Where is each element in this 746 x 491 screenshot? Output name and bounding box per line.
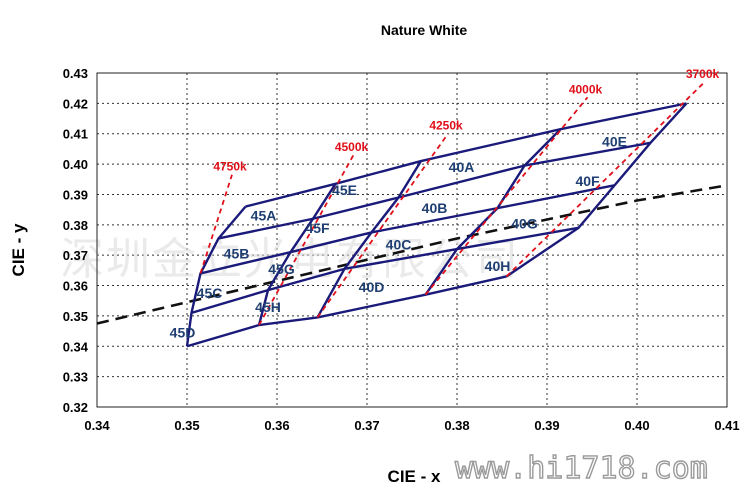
bin-label-45G: 45G	[268, 261, 295, 277]
bin-label-45A: 45A	[251, 208, 277, 224]
cct-line-4000k	[424, 96, 589, 296]
x-axis-label: CIE - x	[388, 467, 441, 486]
bin-boundary-column	[505, 102, 688, 278]
cct-label-3700k: 3700k	[686, 67, 720, 81]
bin-boundary-column	[257, 183, 337, 326]
blackbody-locus-line	[96, 184, 728, 325]
bin-boundary-row	[245, 102, 687, 208]
y-tick-label: 0.40	[63, 157, 88, 172]
y-tick-label: 0.36	[63, 279, 88, 294]
bin-label-40A: 40A	[449, 159, 475, 175]
bin-label-45F: 45F	[305, 220, 330, 236]
y-tick-label: 0.38	[63, 218, 88, 233]
x-tick-label: 0.38	[444, 418, 469, 433]
cct-label-4750k: 4750k	[213, 160, 247, 174]
y-tick-label: 0.33	[63, 370, 88, 385]
bin-boundary-row	[186, 275, 507, 348]
cct-label-4000k: 4000k	[569, 82, 603, 96]
y-tick-label: 0.41	[63, 127, 88, 142]
cct-line-4250k	[316, 133, 449, 318]
watermark-company-text: 深圳金立光电有限公司	[60, 234, 520, 285]
y-tick-label: 0.39	[63, 187, 88, 202]
cct-line-4500k	[258, 154, 355, 326]
x-tick-label: 0.40	[624, 418, 649, 433]
bin-label-45C: 45C	[197, 285, 223, 301]
y-tick-label: 0.43	[63, 66, 88, 81]
bin-label-45E: 45E	[332, 182, 357, 198]
chart-title: Nature White	[381, 22, 468, 38]
bin-label-40B: 40B	[422, 200, 448, 216]
bin-label-40G: 40G	[511, 215, 538, 231]
bin-label-40F: 40F	[575, 173, 600, 189]
x-tick-label: 0.36	[264, 418, 289, 433]
y-tick-label: 0.37	[63, 248, 88, 263]
bin-label-40C: 40C	[386, 237, 412, 253]
y-tick-label: 0.34	[63, 339, 89, 354]
y-axis-label: CIE - y	[9, 223, 28, 276]
cct-label-4250k: 4250k	[429, 119, 463, 133]
x-tick-label: 0.35	[174, 418, 199, 433]
x-tick-label: 0.37	[354, 418, 379, 433]
x-tick-label: 0.34	[84, 418, 110, 433]
bin-label-45D: 45D	[170, 325, 196, 341]
cct-label-4500k: 4500k	[335, 140, 369, 154]
y-tick-label: 0.35	[63, 309, 88, 324]
bin-label-45B: 45B	[224, 246, 250, 262]
y-tick-label: 0.32	[63, 400, 88, 415]
bin-label-40E: 40E	[602, 133, 627, 149]
y-tick-label: 0.42	[63, 96, 88, 111]
x-tick-label: 0.39	[534, 418, 559, 433]
bin-label-40H: 40H	[485, 258, 511, 274]
watermark-url-text: www.hi1718.com	[455, 451, 708, 486]
bin-label-45H: 45H	[255, 299, 281, 315]
cct-line-3700k	[505, 81, 706, 278]
x-tick-label: 0.41	[714, 418, 739, 433]
bin-boundary-column	[316, 160, 423, 319]
bin-label-40D: 40D	[359, 279, 385, 295]
plot-frame	[96, 72, 728, 408]
